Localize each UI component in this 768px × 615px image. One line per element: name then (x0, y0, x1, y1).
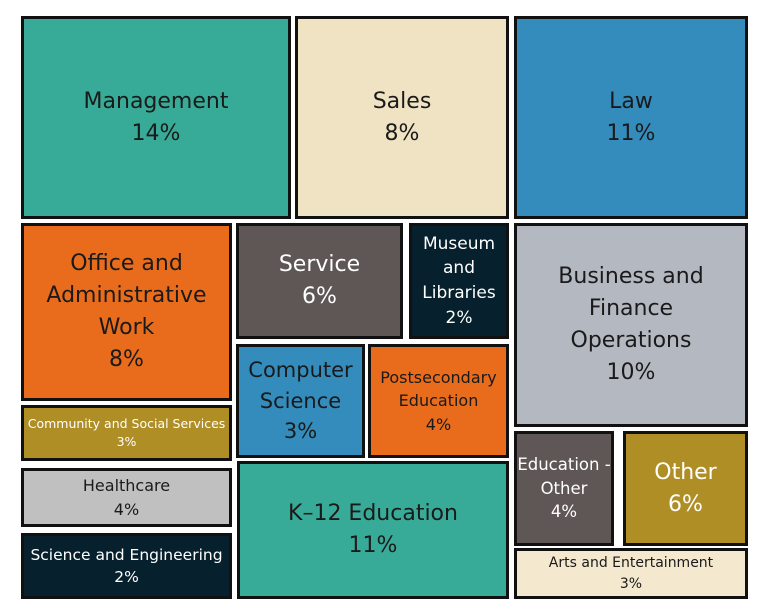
treemap-tile: Postsecondary Education 4% (368, 344, 509, 458)
treemap-tile: Healthcare 4% (21, 468, 232, 527)
treemap-tile: Community and Social Services 3% (21, 405, 232, 461)
tile-label: Museum and Libraries (422, 233, 496, 303)
treemap-tile: Service 6% (236, 223, 403, 339)
tile-label: Science and Engineering (30, 545, 223, 564)
tile-value: 11% (348, 533, 398, 558)
tile-value: 3% (283, 419, 318, 444)
treemap-tile: Museum and Libraries 2% (409, 223, 509, 339)
tile-label: Law (609, 88, 653, 114)
tile-value: 11% (606, 120, 656, 146)
treemap-tile: Other 6% (623, 431, 748, 546)
treemap-tile: Law 11% (514, 16, 748, 219)
tile-value: 8% (384, 120, 420, 146)
tile-value: 2% (445, 307, 473, 328)
tile-label: K–12 Education (288, 501, 458, 527)
tile-value: 10% (606, 359, 656, 385)
tile-label: Computer Science (248, 358, 353, 413)
tile-label: Office and Administrative Work (46, 251, 207, 340)
tile-value: 2% (114, 568, 139, 586)
tile-value: 14% (131, 120, 181, 146)
treemap-tile: Education -Other 4% (514, 431, 614, 546)
treemap-tile: Office and Administrative Work 8% (21, 223, 232, 401)
tile-label: Healthcare (82, 476, 171, 496)
tile-value: 4% (113, 499, 140, 519)
tile-value: 4% (550, 502, 578, 522)
treemap-tile: Business and Finance Operations 10% (514, 223, 748, 427)
tile-value: 3% (619, 575, 643, 592)
treemap-tile: Sales 8% (295, 16, 509, 219)
tile-label: Postsecondary Education (380, 368, 497, 411)
tile-label: Arts and Entertainment (548, 555, 714, 572)
tile-label: Business and Finance Operations (558, 264, 704, 353)
tile-label: Other (654, 459, 717, 485)
treemap-tile: K–12 Education 11% (237, 461, 509, 599)
treemap-tile: Computer Science 3% (236, 344, 365, 458)
treemap-tile: Science and Engineering 2% (21, 533, 232, 599)
tile-value: 8% (109, 346, 144, 372)
treemap-tile: Arts and Entertainment 3% (514, 548, 748, 599)
tile-value: 6% (668, 491, 703, 517)
tile-value: 6% (302, 284, 337, 309)
treemap-tile: Management 14% (21, 16, 291, 219)
tile-label: Sales (372, 88, 432, 114)
tile-value: 3% (116, 434, 137, 449)
tile-label: Service (278, 252, 361, 278)
tile-label: Management (83, 88, 229, 114)
tile-label: Education -Other (517, 454, 611, 498)
tile-value: 4% (425, 414, 452, 434)
tile-label: Community and Social Services (27, 415, 226, 431)
